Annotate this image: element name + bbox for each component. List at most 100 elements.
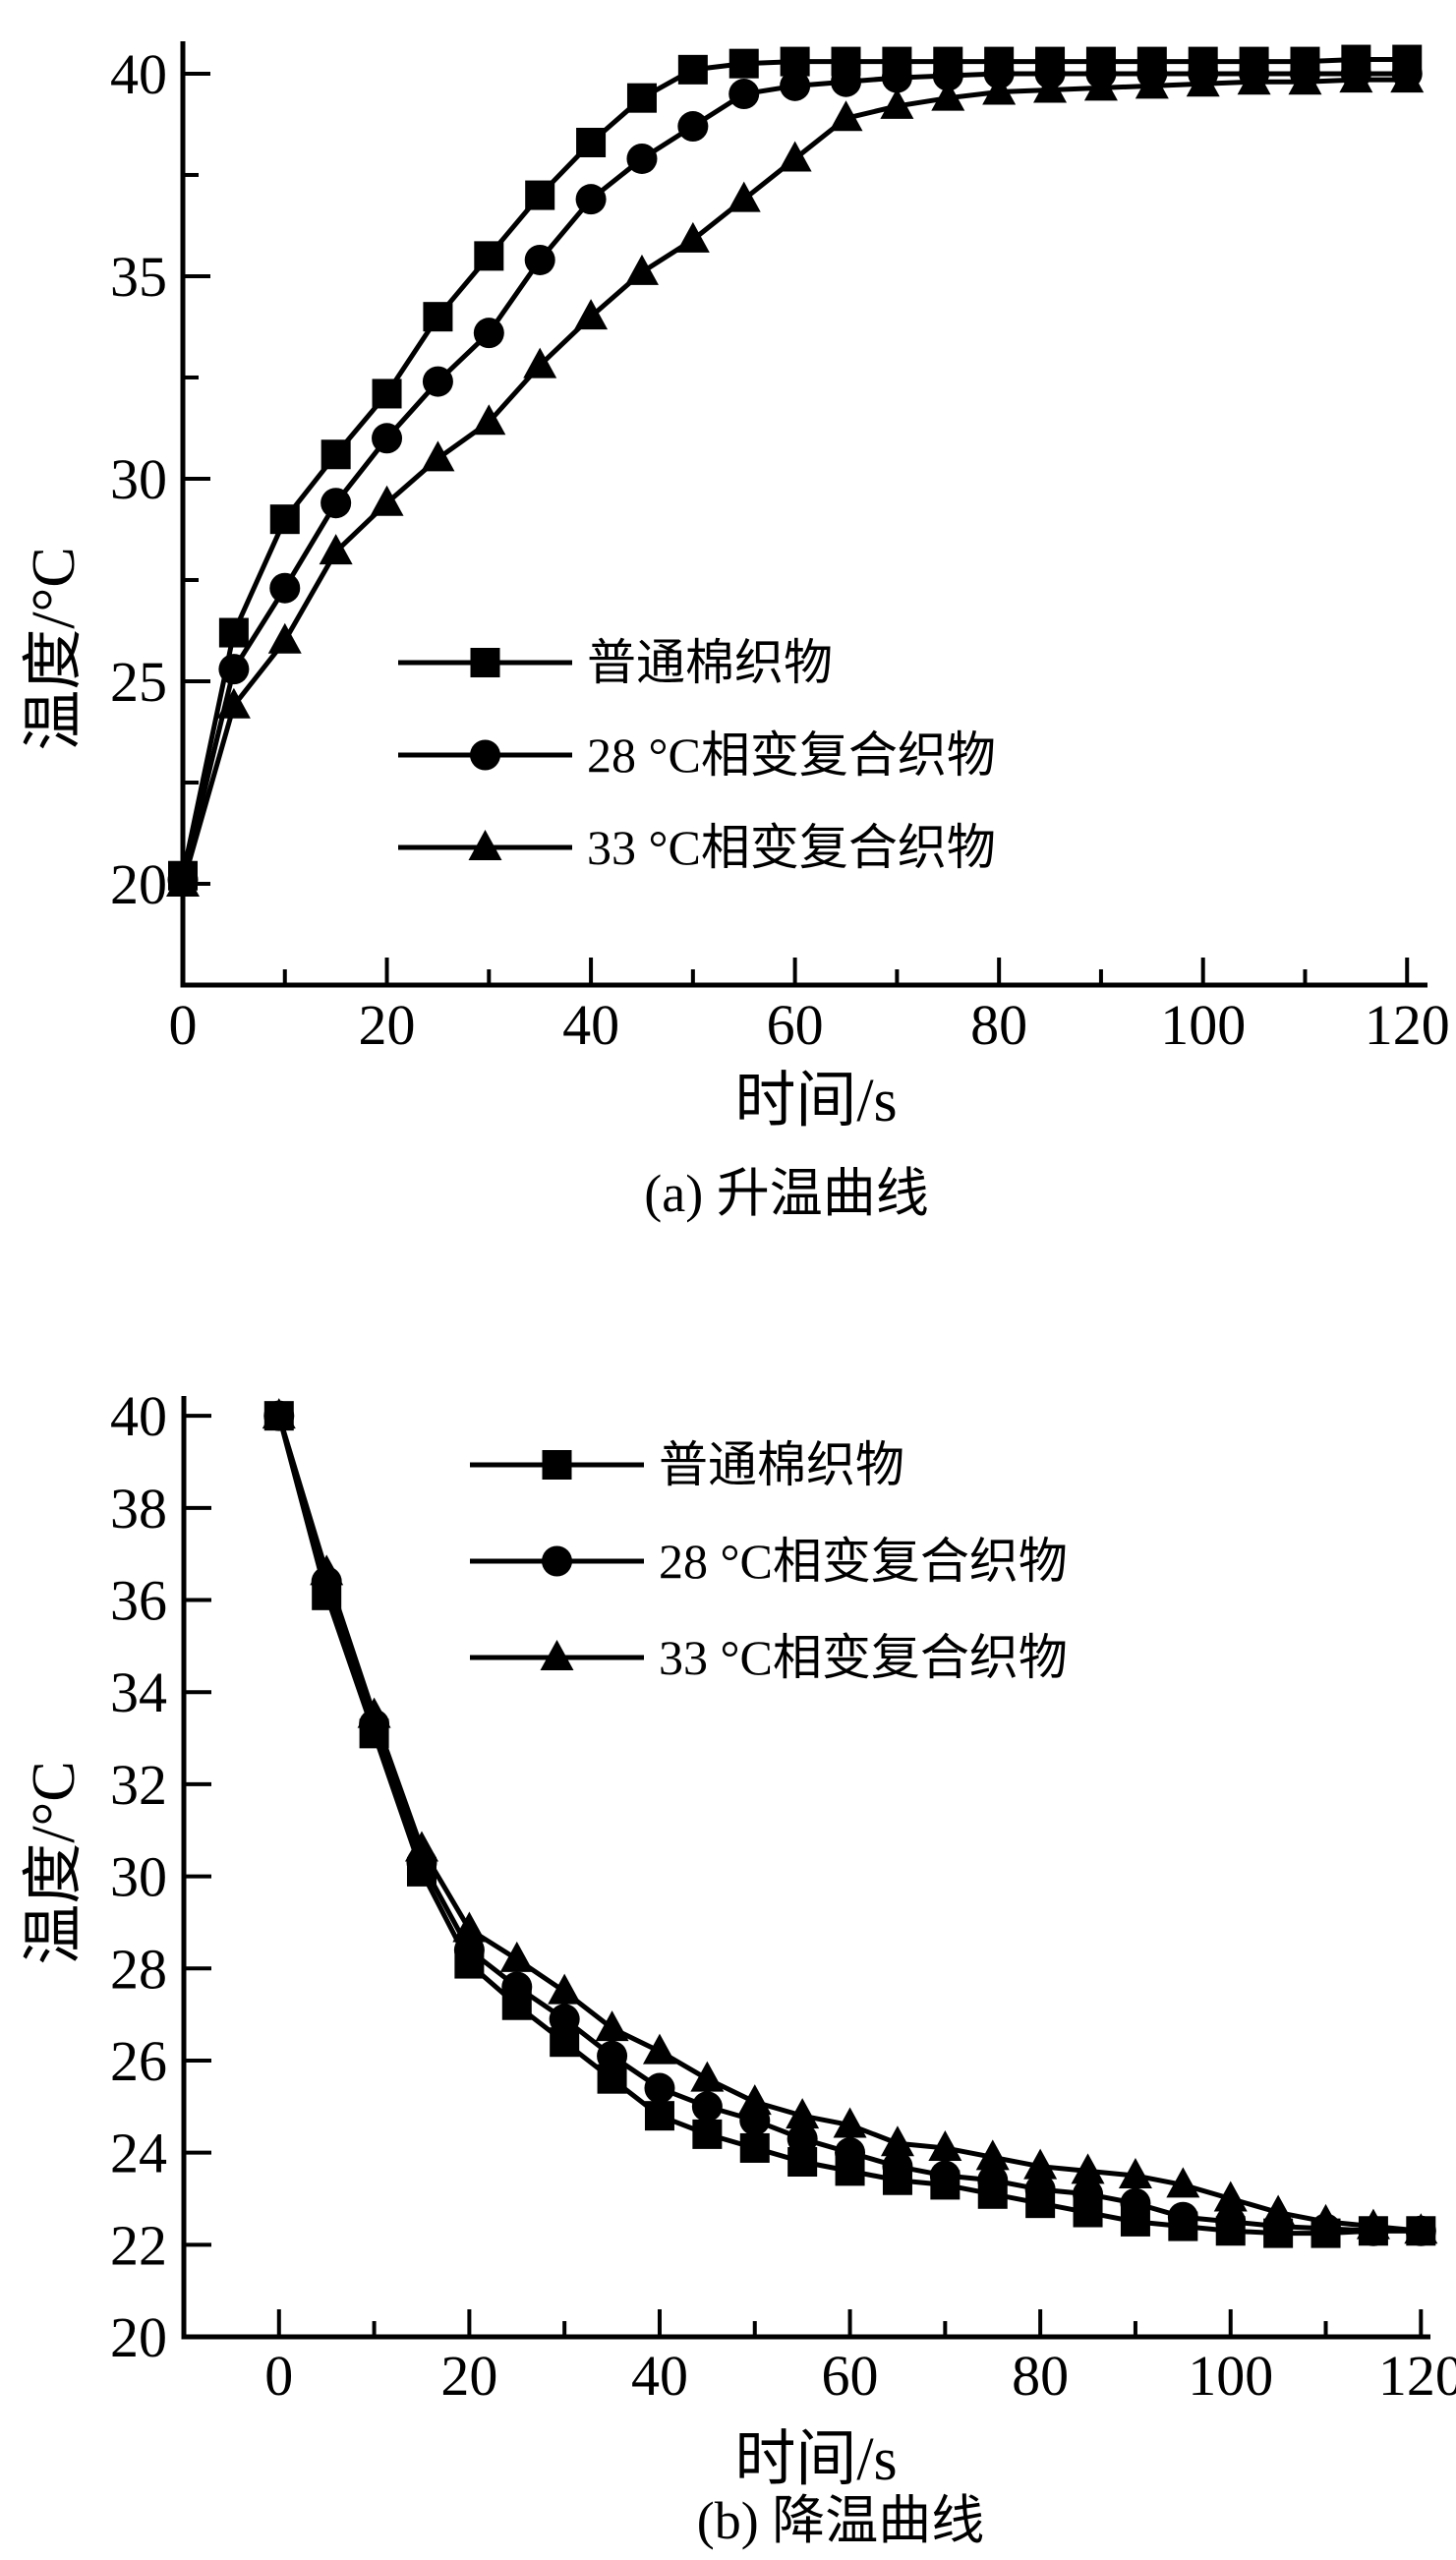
- y-tick-label: 34: [110, 1660, 167, 1724]
- chart-a-triangle-marker: [982, 74, 1017, 105]
- chart-a-triangle-marker: [1135, 68, 1169, 99]
- chart-b-y-axis-ticks: 20 22 24 26 28 30 32 34 36 38 40: [110, 1384, 211, 2369]
- chart-a-square-marker: [218, 617, 249, 648]
- chart-b-circle-marker: [1120, 2187, 1151, 2219]
- x-tick-label: 0: [264, 2344, 293, 2408]
- chart-b-triangle-marker: [642, 2033, 676, 2065]
- chart-b-triangle-marker: [1023, 2148, 1058, 2180]
- chart-a-triangle-marker: [1083, 70, 1118, 101]
- chart-b-triangle-marker: [262, 1398, 296, 1429]
- chart-b-circle-marker: [786, 2124, 818, 2155]
- chart-b-triangle-marker: [310, 1554, 344, 1586]
- chart-b-circle-marker: [453, 1935, 485, 1966]
- x-tick-label: 100: [1160, 993, 1246, 1057]
- chart-a-triangle-marker: [727, 181, 761, 212]
- chart-a-series-triangle: [166, 62, 1425, 897]
- chart-a-triangle-marker: [829, 100, 863, 132]
- chart-a-circle-marker: [320, 488, 352, 519]
- chart-a-square-marker: [320, 439, 351, 470]
- chart-b-circle-marker: [644, 2072, 675, 2104]
- legend-item-label: 普通棉织物: [659, 1437, 904, 1492]
- chart-a-circle-marker: [677, 111, 709, 143]
- chart-a-triangle-marker: [1186, 66, 1220, 97]
- y-tick-label: 36: [110, 1569, 167, 1633]
- chart-a-circle-marker: [728, 79, 760, 110]
- legend-square-marker: [542, 1450, 572, 1480]
- chart-b-triangle-marker: [1261, 2194, 1296, 2226]
- chart-b-square-marker: [644, 2101, 674, 2131]
- chart-b-legend-item-1: 普通棉织物: [470, 1437, 904, 1492]
- chart-b-circle-marker: [977, 2165, 1009, 2196]
- y-tick-label: 32: [110, 1753, 167, 1817]
- chart-a-legend: 普通棉织物 28 °C相变复合织物 33 °C相变复合织物: [398, 635, 996, 875]
- chart-a-triangle-marker: [624, 254, 659, 285]
- x-tick-label: 0: [169, 993, 198, 1057]
- chart-b-triangle-marker: [1404, 2213, 1438, 2244]
- chart-a-square-marker: [474, 241, 504, 271]
- chart-a-circle-marker: [575, 184, 607, 215]
- chart-a-triangle-marker: [1339, 62, 1373, 93]
- chart-a-square-marker: [372, 378, 402, 409]
- x-tick-label: 20: [359, 993, 416, 1057]
- chart-b-circle-marker: [549, 2004, 580, 2035]
- chart-a-circle-marker: [932, 60, 963, 91]
- chart-b-triangle-marker: [880, 2125, 914, 2157]
- x-tick-label: 120: [1365, 993, 1450, 1057]
- x-tick-label: 40: [631, 2344, 688, 2408]
- chart-a-triangle-marker: [319, 534, 353, 565]
- chart-a-x-axis-ticks: 0 20 40 60 80 100 120: [169, 958, 1450, 1057]
- chart-a-triangle-marker: [370, 485, 404, 516]
- legend-triangle-marker: [540, 1640, 574, 1670]
- chart-b-triangle-marker: [1213, 2181, 1248, 2212]
- chart-a-triangle-marker: [166, 865, 200, 897]
- chart-a-triangle-marker: [931, 80, 965, 111]
- chart-a-square-marker: [269, 504, 300, 535]
- chart-b-triangle-marker: [1309, 2203, 1343, 2235]
- chart-b-y-axis-title: 温度/°C: [21, 1761, 87, 1964]
- x-tick-label: 120: [1378, 2344, 1456, 2408]
- chart-b-square-marker: [739, 2132, 770, 2163]
- chart-a-legend-item-2: 28 °C相变复合织物: [398, 727, 996, 783]
- chart-b-triangle-marker: [1118, 2158, 1152, 2189]
- chart-a-caption: (a) 升温曲线: [644, 1164, 928, 1223]
- chart-b-triangle-marker: [404, 1831, 438, 1862]
- chart-b-triangle-marker: [690, 2061, 725, 2092]
- chart-a-legend-item-1: 普通棉织物: [398, 635, 833, 690]
- y-tick-label: 25: [110, 650, 167, 714]
- legend-item-label: 33 °C相变复合织物: [659, 1630, 1068, 1685]
- y-tick-label: 30: [110, 447, 167, 511]
- chart-b-x-axis-title: 时间/s: [734, 2426, 897, 2493]
- y-tick-label: 20: [110, 2305, 167, 2369]
- y-tick-label: 26: [110, 2029, 167, 2093]
- x-tick-label: 60: [822, 2344, 879, 2408]
- chart-b-circle-marker: [597, 2040, 628, 2071]
- chart-a-circle-marker: [831, 66, 862, 97]
- chart-b-circle-marker: [691, 2091, 723, 2123]
- legend-item-label: 普通棉织物: [587, 635, 833, 690]
- chart-a: 20 25 30 35 40 0 20 40 60 80 100 120 普通棉织物 28 °C相变复合织…: [21, 41, 1450, 1223]
- legend-item-label: 33 °C相变复合织物: [587, 820, 996, 875]
- chart-b-triangle-marker: [786, 2098, 820, 2129]
- chart-a-y-axis-ticks: 20 25 30 35 40: [110, 42, 210, 916]
- chart-a-triangle-marker: [574, 299, 609, 330]
- chart-a-triangle-marker: [267, 622, 302, 654]
- x-tick-label: 40: [562, 993, 619, 1057]
- chart-a-triangle-marker: [880, 87, 914, 119]
- chart-b-triangle-marker: [1356, 2208, 1390, 2240]
- x-tick-label: 100: [1188, 2344, 1273, 2408]
- y-tick-label: 30: [110, 1845, 167, 1909]
- chart-a-triangle-marker: [421, 440, 455, 472]
- y-tick-label: 22: [110, 2213, 167, 2277]
- chart-b-legend-item-2: 28 °C相变复合织物: [470, 1534, 1068, 1589]
- chart-a-triangle-marker: [472, 404, 506, 436]
- legend-square-marker: [470, 648, 500, 677]
- chart-b: 20 22 24 26 28 30 32 34 36 38 40 0 20 40 60 80 100 120 普通棉…: [21, 1384, 1456, 2550]
- chart-a-triangle-marker: [1390, 62, 1425, 93]
- chart-a-circle-marker: [218, 654, 250, 685]
- x-tick-label: 60: [767, 993, 824, 1057]
- chart-b-triangle-marker: [975, 2139, 1010, 2171]
- chart-b-circle-marker: [929, 2160, 961, 2191]
- chart-b-circle-marker: [1073, 2179, 1104, 2210]
